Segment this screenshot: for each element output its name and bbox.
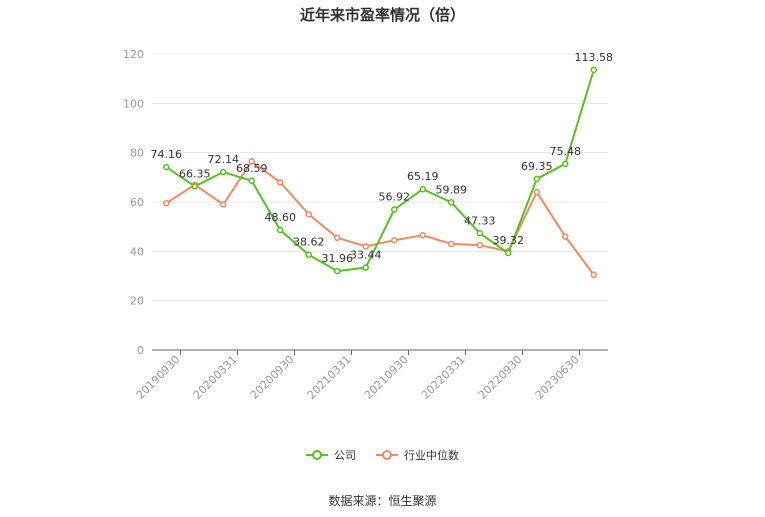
company-data-point <box>191 183 198 190</box>
x-tick-label: 20230630 <box>533 353 582 402</box>
industry-data-point <box>419 232 426 239</box>
company-data-point <box>562 160 569 168</box>
x-tick-label: 20200930 <box>248 353 297 402</box>
industry-data-point <box>562 233 569 240</box>
legend: 公司 行业中位数 <box>0 447 765 463</box>
data-label: 47.33 <box>464 214 496 227</box>
x-tick-label: 20210331 <box>305 353 354 402</box>
legend-label-industry-median: 行业中位数 <box>404 449 459 462</box>
series-lines <box>163 66 597 279</box>
company-data-point <box>505 249 512 257</box>
company-data-point <box>533 175 540 183</box>
industry-data-point <box>590 271 597 279</box>
x-tick-label: 20190930 <box>134 353 183 402</box>
data-label: 56.92 <box>379 191 411 204</box>
industry-data-point <box>277 179 284 186</box>
legend-line-marker-icon <box>376 450 398 460</box>
y-tick-label: 60 <box>130 196 144 209</box>
company-data-point <box>476 230 483 237</box>
data-label: 75.48 <box>550 145 582 158</box>
industry-median-line <box>165 160 595 276</box>
company-data-point <box>334 267 341 275</box>
industry-data-point <box>362 243 369 250</box>
data-label: 33.44 <box>350 249 382 262</box>
data-label: 65.19 <box>407 170 439 183</box>
company-data-point <box>163 163 170 171</box>
y-tick-label: 40 <box>130 245 144 258</box>
y-tick-label: 0 <box>137 344 144 357</box>
industry-data-point <box>533 188 540 196</box>
data-label: 113.58 <box>575 51 614 64</box>
data-label: 72.14 <box>208 153 240 166</box>
legend-line-marker-icon <box>306 450 328 460</box>
data-label: 69.35 <box>521 160 553 173</box>
data-label: 31.96 <box>322 252 354 265</box>
industry-data-point <box>248 158 255 165</box>
y-tick-label: 120 <box>123 48 144 61</box>
data-label: 68.59 <box>236 162 268 175</box>
industry-data-point <box>305 211 312 218</box>
company-data-point <box>419 185 426 193</box>
company-data-point <box>448 199 455 206</box>
chart-title: 近年来市盈率情况（倍） <box>299 6 465 24</box>
data-label: 74.16 <box>151 148 183 161</box>
company-data-point <box>305 251 312 258</box>
company-data-point <box>277 226 284 234</box>
company-data-point <box>590 66 597 74</box>
legend-item-industry-median[interactable]: 行业中位数 <box>376 447 459 463</box>
company-pe-line <box>165 69 595 273</box>
data-source-note: 数据来源：恒生聚源 <box>328 494 437 508</box>
company-data-point <box>248 177 255 185</box>
y-tick-label: 80 <box>130 147 144 160</box>
y-tick-label: 100 <box>123 97 144 110</box>
industry-data-point <box>391 236 398 244</box>
x-tick-label: 20220930 <box>476 353 525 402</box>
legend-item-company[interactable]: 公司 <box>306 447 356 463</box>
legend-label-company: 公司 <box>334 449 356 462</box>
company-data-point <box>220 168 227 176</box>
y-tick-label: 20 <box>130 295 144 308</box>
data-label: 39.32 <box>493 234 525 247</box>
data-label: 38.62 <box>293 236 325 249</box>
data-label: 66.35 <box>179 167 211 180</box>
data-label: 48.60 <box>265 211 297 224</box>
x-tick-label: 20220331 <box>419 353 468 402</box>
industry-data-point <box>448 240 455 248</box>
industry-data-point <box>476 241 483 249</box>
x-tick-label: 20210930 <box>362 353 411 402</box>
x-tick-label: 20200331 <box>191 353 240 402</box>
industry-data-point <box>220 201 227 208</box>
data-label: 59.89 <box>436 183 468 196</box>
company-data-point <box>391 206 398 213</box>
industry-data-point <box>334 234 341 242</box>
company-data-point <box>362 264 369 271</box>
industry-data-point <box>163 199 170 207</box>
